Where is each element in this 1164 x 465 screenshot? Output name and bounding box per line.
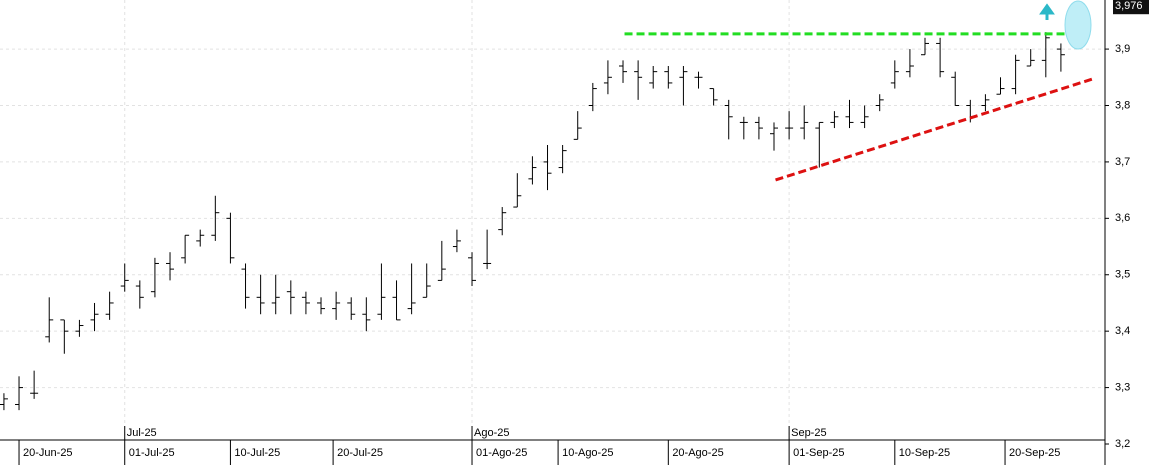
x-tick-label: 01-Sep-25 (793, 447, 844, 459)
x-tick-label: 20-Jun-25 (23, 447, 73, 459)
last-price-box (1113, 0, 1149, 15)
y-tick-label: 3,7 (1115, 156, 1130, 168)
x-tick-label: 10-Jul-25 (234, 447, 280, 459)
y-tick-label: 3,6 (1115, 212, 1130, 224)
month-label: Sep-25 (791, 427, 826, 439)
up-arrow (1039, 3, 1055, 20)
y-tick-label: 3,4 (1115, 325, 1130, 337)
y-tick-label: 3,9 (1115, 43, 1130, 55)
y-tick-label: 3,5 (1115, 269, 1130, 281)
x-tick-label: 10-Sep-25 (899, 447, 950, 459)
x-axis-band (0, 440, 1105, 465)
trend-line (775, 77, 1094, 182)
x-tick-label: 01-Jul-25 (129, 447, 175, 459)
month-label: Jul-25 (127, 427, 157, 439)
x-tick-label: 20-Sep-25 (1009, 447, 1060, 459)
x-tick-label: 10-Ago-25 (562, 447, 613, 459)
y-tick-label: 3,2 (1115, 438, 1130, 450)
last-price-label: 3,976 (1115, 0, 1143, 12)
y-tick-label: 3,8 (1115, 99, 1130, 111)
month-label: Ago-25 (474, 427, 509, 439)
x-tick-label: 20-Jul-25 (337, 447, 383, 459)
highlight-ellipse (1064, 0, 1092, 50)
x-tick-label: 20-Ago-25 (672, 447, 723, 459)
y-tick-label: 3,3 (1115, 381, 1130, 393)
x-tick-label: 01-Ago-25 (476, 447, 527, 459)
